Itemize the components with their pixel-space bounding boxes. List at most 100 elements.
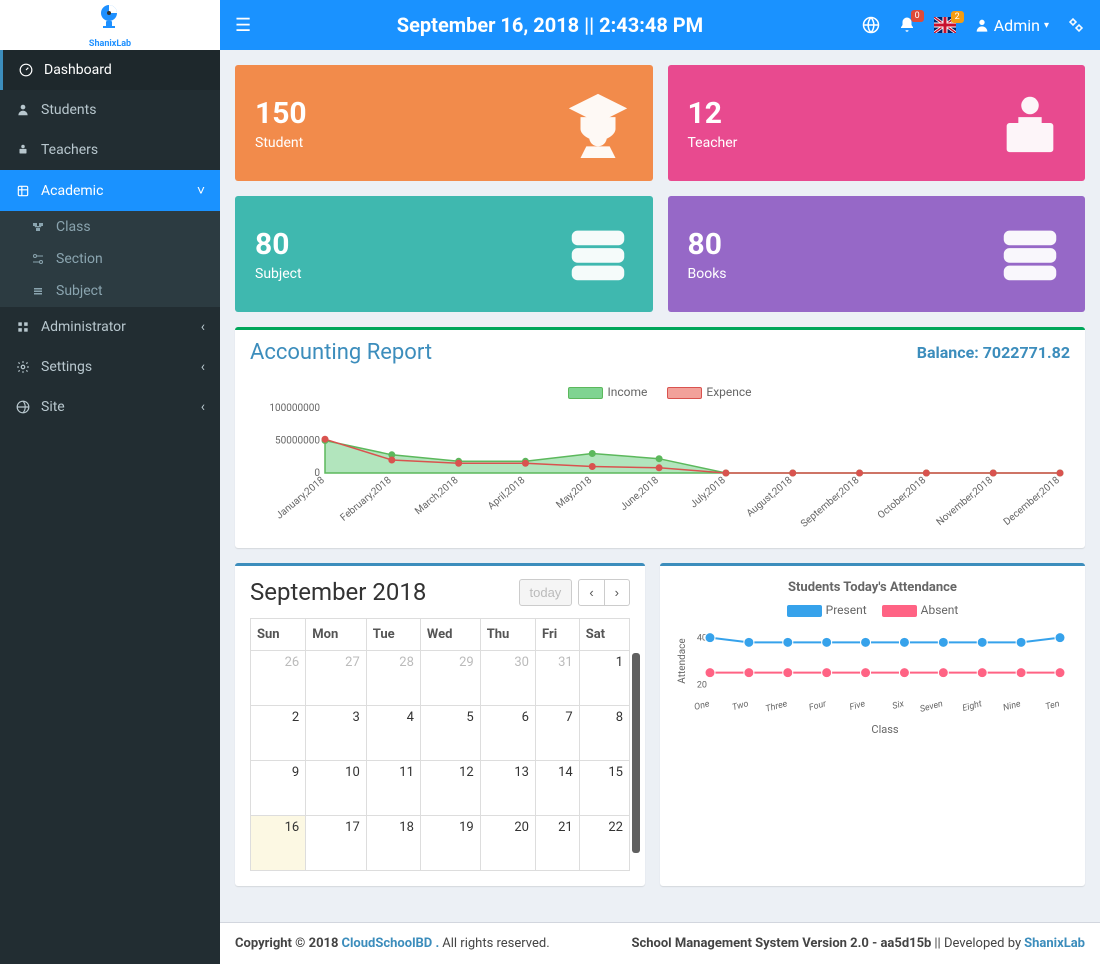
- cal-cell[interactable]: 3: [306, 706, 367, 761]
- footer-brand-link[interactable]: CloudSchoolBD .: [341, 936, 439, 951]
- attendance-title: Students Today's Attendance: [675, 580, 1070, 595]
- sidebar-item-settings[interactable]: Settings: [0, 347, 220, 387]
- sidebar-item-site[interactable]: Site: [0, 387, 220, 427]
- svg-text:January,2018: January,2018: [274, 475, 327, 522]
- cal-cell[interactable]: 14: [535, 761, 579, 816]
- cal-cell[interactable]: 5: [420, 706, 480, 761]
- bell-icon[interactable]: 0: [898, 16, 916, 34]
- cal-cell[interactable]: 19: [420, 816, 480, 871]
- accounting-panel: Accounting Report Balance: 7022771.82 In…: [235, 327, 1085, 548]
- user-label: Admin: [994, 16, 1040, 35]
- cal-cell[interactable]: 10: [306, 761, 367, 816]
- notif-badge: 0: [911, 10, 924, 22]
- cal-cell[interactable]: 1: [579, 651, 629, 706]
- settings-icon: [15, 360, 31, 374]
- cal-cell[interactable]: 20: [480, 816, 535, 871]
- cal-cell[interactable]: 4: [366, 706, 420, 761]
- sidebar-item-academic[interactable]: Academic: [0, 170, 220, 211]
- svg-text:Ten: Ten: [1044, 699, 1060, 712]
- attendance-panel: Students Today's Attendance Present Abse…: [660, 563, 1085, 886]
- dashboard-icon: [18, 63, 34, 77]
- cal-cell[interactable]: 12: [420, 761, 480, 816]
- stat-icon: [995, 219, 1065, 289]
- svg-text:Six: Six: [891, 699, 905, 712]
- sidebar-sub-section[interactable]: Section: [0, 243, 220, 275]
- svg-text:100000000: 100000000: [269, 403, 320, 414]
- svg-text:Four: Four: [808, 699, 828, 713]
- svg-text:September,2018: September,2018: [799, 475, 862, 530]
- menu-toggle-icon[interactable]: ☰: [235, 15, 251, 36]
- flag-icon[interactable]: 2: [934, 17, 956, 33]
- cal-cell[interactable]: 13: [480, 761, 535, 816]
- cal-cell[interactable]: 9: [251, 761, 306, 816]
- svg-text:Five: Five: [849, 699, 867, 713]
- svg-text:April,2018: April,2018: [486, 475, 528, 512]
- calendar-title: September 2018: [250, 578, 426, 606]
- prev-button[interactable]: ‹: [578, 579, 604, 606]
- footer-dev-link[interactable]: ShanixLab: [1024, 936, 1085, 951]
- sidebar-sub-class[interactable]: Class: [0, 211, 220, 243]
- stat-box-books[interactable]: 80Books: [668, 196, 1086, 312]
- sidebar-sub-subject[interactable]: Subject: [0, 275, 220, 307]
- stat-icon: [563, 88, 633, 158]
- svg-text:June,2018: June,2018: [618, 475, 661, 513]
- sidebar-item-label: Administrator: [41, 319, 126, 335]
- cal-day-header: Thu: [480, 619, 535, 651]
- cal-day-header: Sat: [579, 619, 629, 651]
- svg-text:November,2018: November,2018: [935, 475, 996, 529]
- academic-icon: [15, 184, 31, 198]
- sidebar-item-dashboard[interactable]: Dashboard: [0, 50, 220, 90]
- stat-box-subject[interactable]: 80Subject: [235, 196, 653, 312]
- header-datetime: September 16, 2018 || 2:43:48 PM: [397, 13, 703, 37]
- globe-icon[interactable]: [862, 16, 880, 34]
- calendar-scrollbar[interactable]: [632, 653, 640, 853]
- sidebar-item-administrator[interactable]: Administrator: [0, 307, 220, 347]
- cal-cell[interactable]: 18: [366, 816, 420, 871]
- cal-cell[interactable]: 29: [420, 651, 480, 706]
- svg-text:August,2018: August,2018: [745, 475, 795, 520]
- cal-cell[interactable]: 26: [251, 651, 306, 706]
- stat-icon: [995, 88, 1065, 158]
- accounting-title: Accounting Report: [250, 340, 432, 365]
- cal-cell[interactable]: 7: [535, 706, 579, 761]
- cal-cell[interactable]: 8: [579, 706, 629, 761]
- sidebar-item-teachers[interactable]: Teachers: [0, 130, 220, 170]
- cal-cell[interactable]: 30: [480, 651, 535, 706]
- admin-icon: [15, 320, 31, 334]
- logo[interactable]: ShanixLab: [0, 0, 220, 50]
- cal-cell[interactable]: 2: [251, 706, 306, 761]
- cal-cell[interactable]: 15: [579, 761, 629, 816]
- cal-cell[interactable]: 6: [480, 706, 535, 761]
- site-icon: [15, 400, 31, 414]
- svg-text:Attendace: Attendace: [677, 638, 688, 683]
- cal-cell[interactable]: 16: [251, 816, 306, 871]
- user-dropdown[interactable]: Admin▾: [974, 16, 1049, 35]
- stat-box-student[interactable]: 150Student: [235, 65, 653, 181]
- cal-cell[interactable]: 31: [535, 651, 579, 706]
- sidebar-item-students[interactable]: Students: [0, 90, 220, 130]
- sidebar-item-label: Academic: [41, 183, 103, 199]
- cal-cell[interactable]: 21: [535, 816, 579, 871]
- svg-text:Eight: Eight: [961, 699, 983, 714]
- student-icon: [15, 103, 31, 117]
- stat-icon: [563, 219, 633, 289]
- sidebar-item-label: Dashboard: [44, 62, 112, 78]
- cal-day-header: Sun: [251, 619, 306, 651]
- cal-cell[interactable]: 17: [306, 816, 367, 871]
- cal-cell[interactable]: 27: [306, 651, 367, 706]
- top-header: ☰ September 16, 2018 || 2:43:48 PM 0 2 A…: [220, 0, 1100, 50]
- gears-icon[interactable]: [1067, 16, 1085, 34]
- svg-text:October,2018: October,2018: [876, 475, 929, 522]
- cal-cell[interactable]: 22: [579, 816, 629, 871]
- attendance-chart: Attendace2040OneTwoThreeFourFiveSixSeven…: [675, 621, 1070, 736]
- stat-box-teacher[interactable]: 12Teacher: [668, 65, 1086, 181]
- calendar-table: SunMonTueWedThuFriSat2627282930311234567…: [250, 618, 630, 871]
- svg-text:July,2018: July,2018: [688, 475, 728, 511]
- svg-text:Three: Three: [765, 699, 789, 714]
- next-button[interactable]: ›: [605, 579, 630, 606]
- footer: Copyright © 2018 CloudSchoolBD . All rig…: [220, 922, 1100, 964]
- today-button[interactable]: today: [519, 579, 573, 606]
- cal-cell[interactable]: 28: [366, 651, 420, 706]
- sidebar-item-label: Site: [41, 399, 65, 415]
- cal-cell[interactable]: 11: [366, 761, 420, 816]
